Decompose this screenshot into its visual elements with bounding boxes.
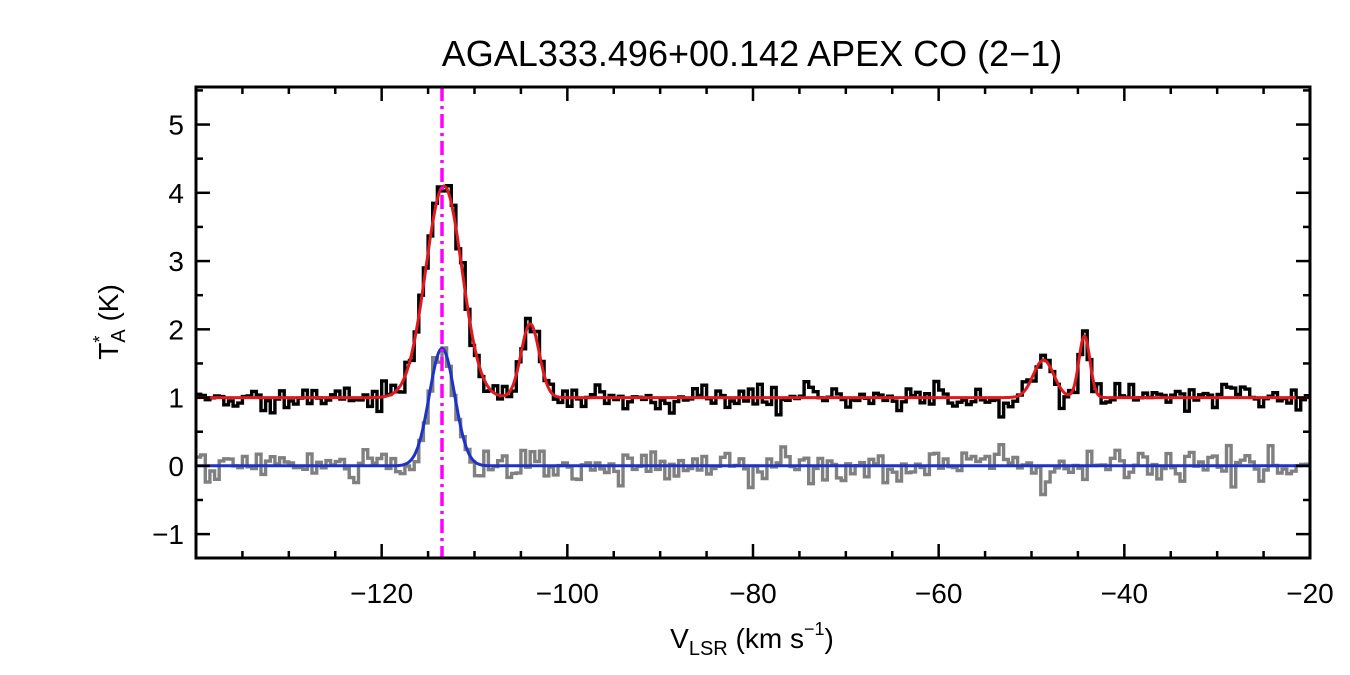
y-axis-label: T*A (K) [90, 284, 130, 360]
tick-labels: −120 −100 −80 −60 −40 −20 −1 0 1 2 3 4 5 [152, 110, 1334, 609]
x-tick-label: −40 [1101, 578, 1149, 609]
plot-frame [194, 85, 1312, 560]
y-axis-label-main: T [93, 343, 124, 360]
y-tick-label: 4 [168, 178, 184, 209]
x-axis-label-sup: −1 [804, 619, 825, 639]
y-tick-label: 2 [168, 314, 184, 345]
x-tick-label: −120 [350, 578, 413, 609]
x-axis-label-rest: (km s [728, 623, 804, 654]
series-spectrum-offset-1-k-histogram [196, 184, 1310, 419]
y-tick-label: 3 [168, 246, 184, 277]
y-tick-label: 5 [168, 110, 184, 141]
x-axis-label: VLSR (km s−1) [670, 619, 834, 660]
chart-title: AGAL333.496+00.142 APEX CO (2−1) [442, 33, 1062, 74]
y-axis-label-rest: (K) [93, 284, 124, 329]
y-tick-label: 0 [168, 451, 184, 482]
y-axis-label-sup: * [90, 336, 110, 343]
x-tick-label: −100 [536, 578, 599, 609]
x-axis-label-close: ) [825, 623, 834, 654]
y-tick-label: −1 [152, 519, 184, 550]
plot-series [196, 184, 1310, 497]
y-tick-label: 1 [168, 383, 184, 414]
series-multi-gaussian-fit-line [196, 184, 1310, 400]
x-axis-label-main: V [670, 623, 689, 654]
x-tick-label: −80 [729, 578, 777, 609]
x-axis-label-sub: LSR [689, 638, 728, 660]
y-axis-label-sub: A [108, 329, 130, 343]
x-tick-label: −20 [1286, 578, 1334, 609]
series-source-gaussian-fit-line [196, 346, 1310, 468]
series-residual-source-component-histogram [196, 346, 1310, 497]
x-tick-label: −60 [915, 578, 963, 609]
